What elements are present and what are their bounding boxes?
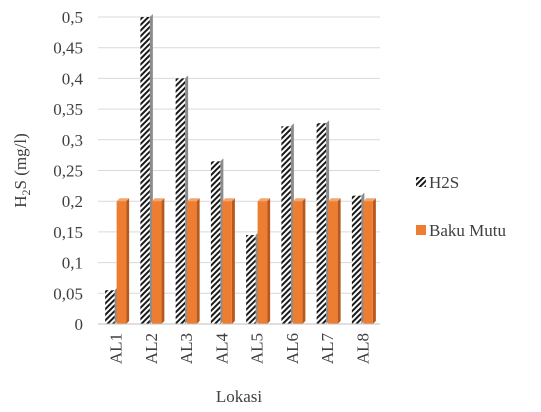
bars	[105, 14, 376, 325]
legend: H2S Baku Mutu	[416, 173, 506, 240]
bar-h2s-al5	[246, 231, 259, 324]
y-tick-label: 0,35	[53, 100, 83, 119]
bar-face	[316, 123, 327, 324]
y-tick-label: 0,45	[53, 39, 83, 58]
bar-top	[222, 198, 235, 202]
legend-label-baku-mutu: Baku Mutu	[429, 221, 506, 240]
bar-face	[151, 201, 162, 324]
bar-h2s-al7	[316, 120, 330, 324]
bar-h2s-al4	[210, 158, 224, 324]
legend-swatch-h2s	[416, 177, 426, 187]
bar-side	[267, 198, 271, 324]
bar-h2s-al8	[351, 192, 365, 324]
x-tick-label: AL8	[353, 333, 372, 364]
bar-face	[328, 201, 338, 324]
bar-face	[116, 201, 127, 324]
bar-top	[257, 198, 271, 202]
bar-top	[116, 198, 130, 202]
bar-side	[196, 198, 200, 324]
bar-face	[363, 201, 373, 324]
bar-baku-mutu-al5	[257, 198, 271, 324]
legend-item-baku-mutu: Baku Mutu	[416, 221, 506, 240]
bar-h2s-al1	[105, 287, 118, 324]
legend-item-h2s: H2S	[416, 173, 459, 192]
bar-baku-mutu-al8	[363, 198, 376, 324]
bar-side	[161, 198, 165, 324]
bar-top	[363, 198, 376, 202]
x-tick-label: AL5	[248, 333, 267, 364]
bar-face	[281, 126, 291, 325]
y-tick-label: 0,4	[62, 69, 84, 88]
bar-face	[257, 201, 268, 324]
y-tick-label: 0,2	[62, 192, 83, 211]
bar-side	[302, 198, 306, 324]
bar-face	[351, 195, 362, 324]
bar-face	[175, 78, 186, 325]
bar-top	[328, 198, 341, 202]
legend-swatch-baku-mutu	[416, 225, 426, 235]
x-tick-labels: AL1 AL2 AL3 AL4 AL5 AL6 AL7 AL8	[107, 333, 373, 365]
x-tick-label: AL1	[107, 333, 126, 364]
y-tick-label: 0,25	[53, 162, 83, 181]
bar-baku-mutu-al7	[328, 198, 341, 324]
bar-baku-mutu-al1	[116, 198, 130, 324]
bar-face	[222, 201, 232, 324]
y-tick-label: 0,15	[53, 223, 83, 242]
bar-side	[231, 198, 235, 324]
x-tick-label: AL7	[318, 333, 337, 365]
x-tick-label: AL3	[177, 333, 196, 364]
bar-side	[337, 198, 341, 324]
bar-face	[292, 201, 303, 324]
y-tick-label: 0,05	[53, 284, 83, 303]
bar-face	[105, 290, 115, 324]
y-axis-title: H2S (mg/l)	[11, 133, 33, 207]
bar-face	[140, 17, 150, 324]
legend-label-h2s: H2S	[429, 173, 459, 192]
bar-side	[372, 198, 376, 324]
bar-face	[210, 161, 221, 324]
bar-h2s-al2	[140, 14, 153, 324]
bar-h2s-al3	[175, 75, 189, 325]
bar-h2s-al6	[281, 123, 294, 325]
y-tick-label: 0,3	[62, 131, 83, 150]
bar-side	[126, 198, 130, 324]
bar-baku-mutu-al6	[292, 198, 306, 324]
y-tick-label: 0,5	[62, 8, 83, 27]
bar-face	[246, 234, 256, 324]
x-tick-label: AL2	[142, 333, 161, 364]
bar-top	[292, 198, 306, 202]
bar-face	[187, 201, 197, 324]
bar-top	[187, 198, 200, 202]
y-tick-label: 0	[75, 315, 84, 334]
y-tick-labels: 0 0,05 0,1 0,15 0,2 0,25 0,3 0,35 0,4 0,45 0,5	[53, 8, 83, 334]
x-axis-title: Lokasi	[216, 387, 263, 406]
bar-baku-mutu-al3	[187, 198, 200, 324]
bar-baku-mutu-al2	[151, 198, 165, 324]
x-tick-label: AL6	[283, 333, 302, 364]
bar-baku-mutu-al4	[222, 198, 235, 324]
x-tick-label: AL4	[212, 333, 231, 365]
bar-top	[151, 198, 165, 202]
y-tick-label: 0,1	[62, 254, 83, 273]
